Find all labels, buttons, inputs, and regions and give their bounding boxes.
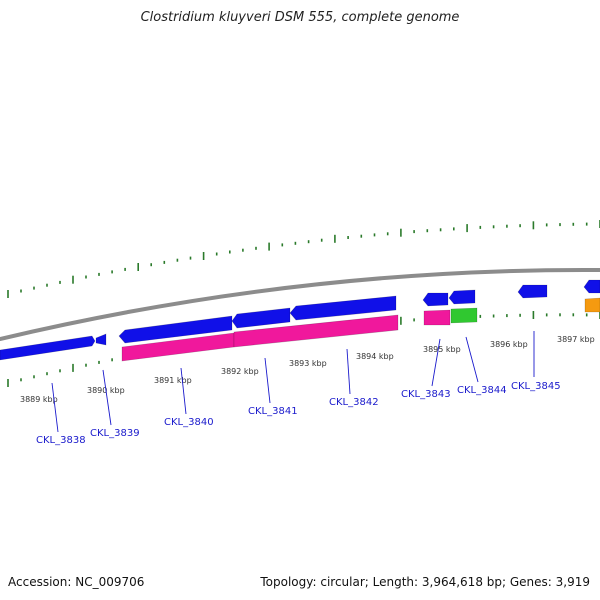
genome-backbone: [0, 267, 600, 341]
label-leader-line: [180, 367, 187, 415]
gene-arrow-h[interactable]: [517, 284, 548, 299]
reverse-strand-genes: [121, 297, 600, 362]
gene-arrow-b[interactable]: [95, 333, 107, 346]
gene-arrow-a[interactable]: [0, 335, 96, 361]
label-leader-line: [264, 357, 271, 404]
kbp-label: 3889 kbp: [20, 395, 58, 404]
gene-label-ckl-3838[interactable]: CKL_3838: [36, 435, 86, 446]
gene-label-ckl-3843[interactable]: CKL_3843: [401, 389, 451, 400]
gene-label-ckl-3842[interactable]: CKL_3842: [329, 397, 379, 408]
gene-arrow-d[interactable]: [231, 307, 291, 329]
kbp-label: 3897 kbp: [557, 335, 595, 344]
outer-tick-row: [7, 220, 600, 298]
label-leader-line: [51, 382, 59, 433]
gene-labels: CKL_3838 CKL_3839 CKL_3840 CKL_3841 CKL_…: [36, 381, 561, 446]
gene-label-ckl-3845[interactable]: CKL_3845: [511, 381, 561, 392]
gene-label-leaders: [51, 331, 535, 433]
genome-summary-text: Topology: circular; Length: 3,964,618 bp…: [260, 575, 590, 589]
kbp-label: 3893 kbp: [289, 359, 327, 368]
gene-label-ckl-3839[interactable]: CKL_3839: [90, 428, 140, 439]
gene-block-orange[interactable]: [584, 297, 600, 313]
label-leader-line: [465, 336, 479, 383]
label-leader-line: [102, 369, 112, 426]
label-leader-line: [346, 348, 351, 395]
kbp-label: 3894 kbp: [356, 352, 394, 361]
gene-block-pink-3[interactable]: [423, 309, 451, 326]
accession-text: Accession: NC_009706: [8, 575, 145, 589]
gene-label-ckl-3844[interactable]: CKL_3844: [457, 385, 507, 396]
gene-arrow-g[interactable]: [448, 289, 476, 305]
kbp-label: 3895 kbp: [423, 345, 461, 354]
forward-strand-genes: [0, 279, 600, 361]
label-leader-line: [431, 338, 441, 387]
gene-label-ckl-3841[interactable]: CKL_3841: [248, 406, 298, 417]
inner-tick-row: [7, 311, 600, 387]
gene-block-green[interactable]: [450, 307, 478, 324]
gene-arrow-c[interactable]: [118, 315, 233, 344]
gene-arrow-f[interactable]: [422, 292, 449, 307]
gene-block-pink-2[interactable]: [233, 314, 399, 348]
gene-arrow-i[interactable]: [583, 279, 600, 294]
map-title: Clostridium kluyveri DSM 555, complete g…: [140, 10, 460, 25]
kbp-label: 3892 kbp: [221, 367, 259, 376]
gene-arrow-e[interactable]: [289, 295, 397, 321]
gene-label-ckl-3840[interactable]: CKL_3840: [164, 417, 214, 428]
kbp-label: 3891 kbp: [154, 376, 192, 385]
kbp-label: 3896 kbp: [490, 340, 528, 349]
